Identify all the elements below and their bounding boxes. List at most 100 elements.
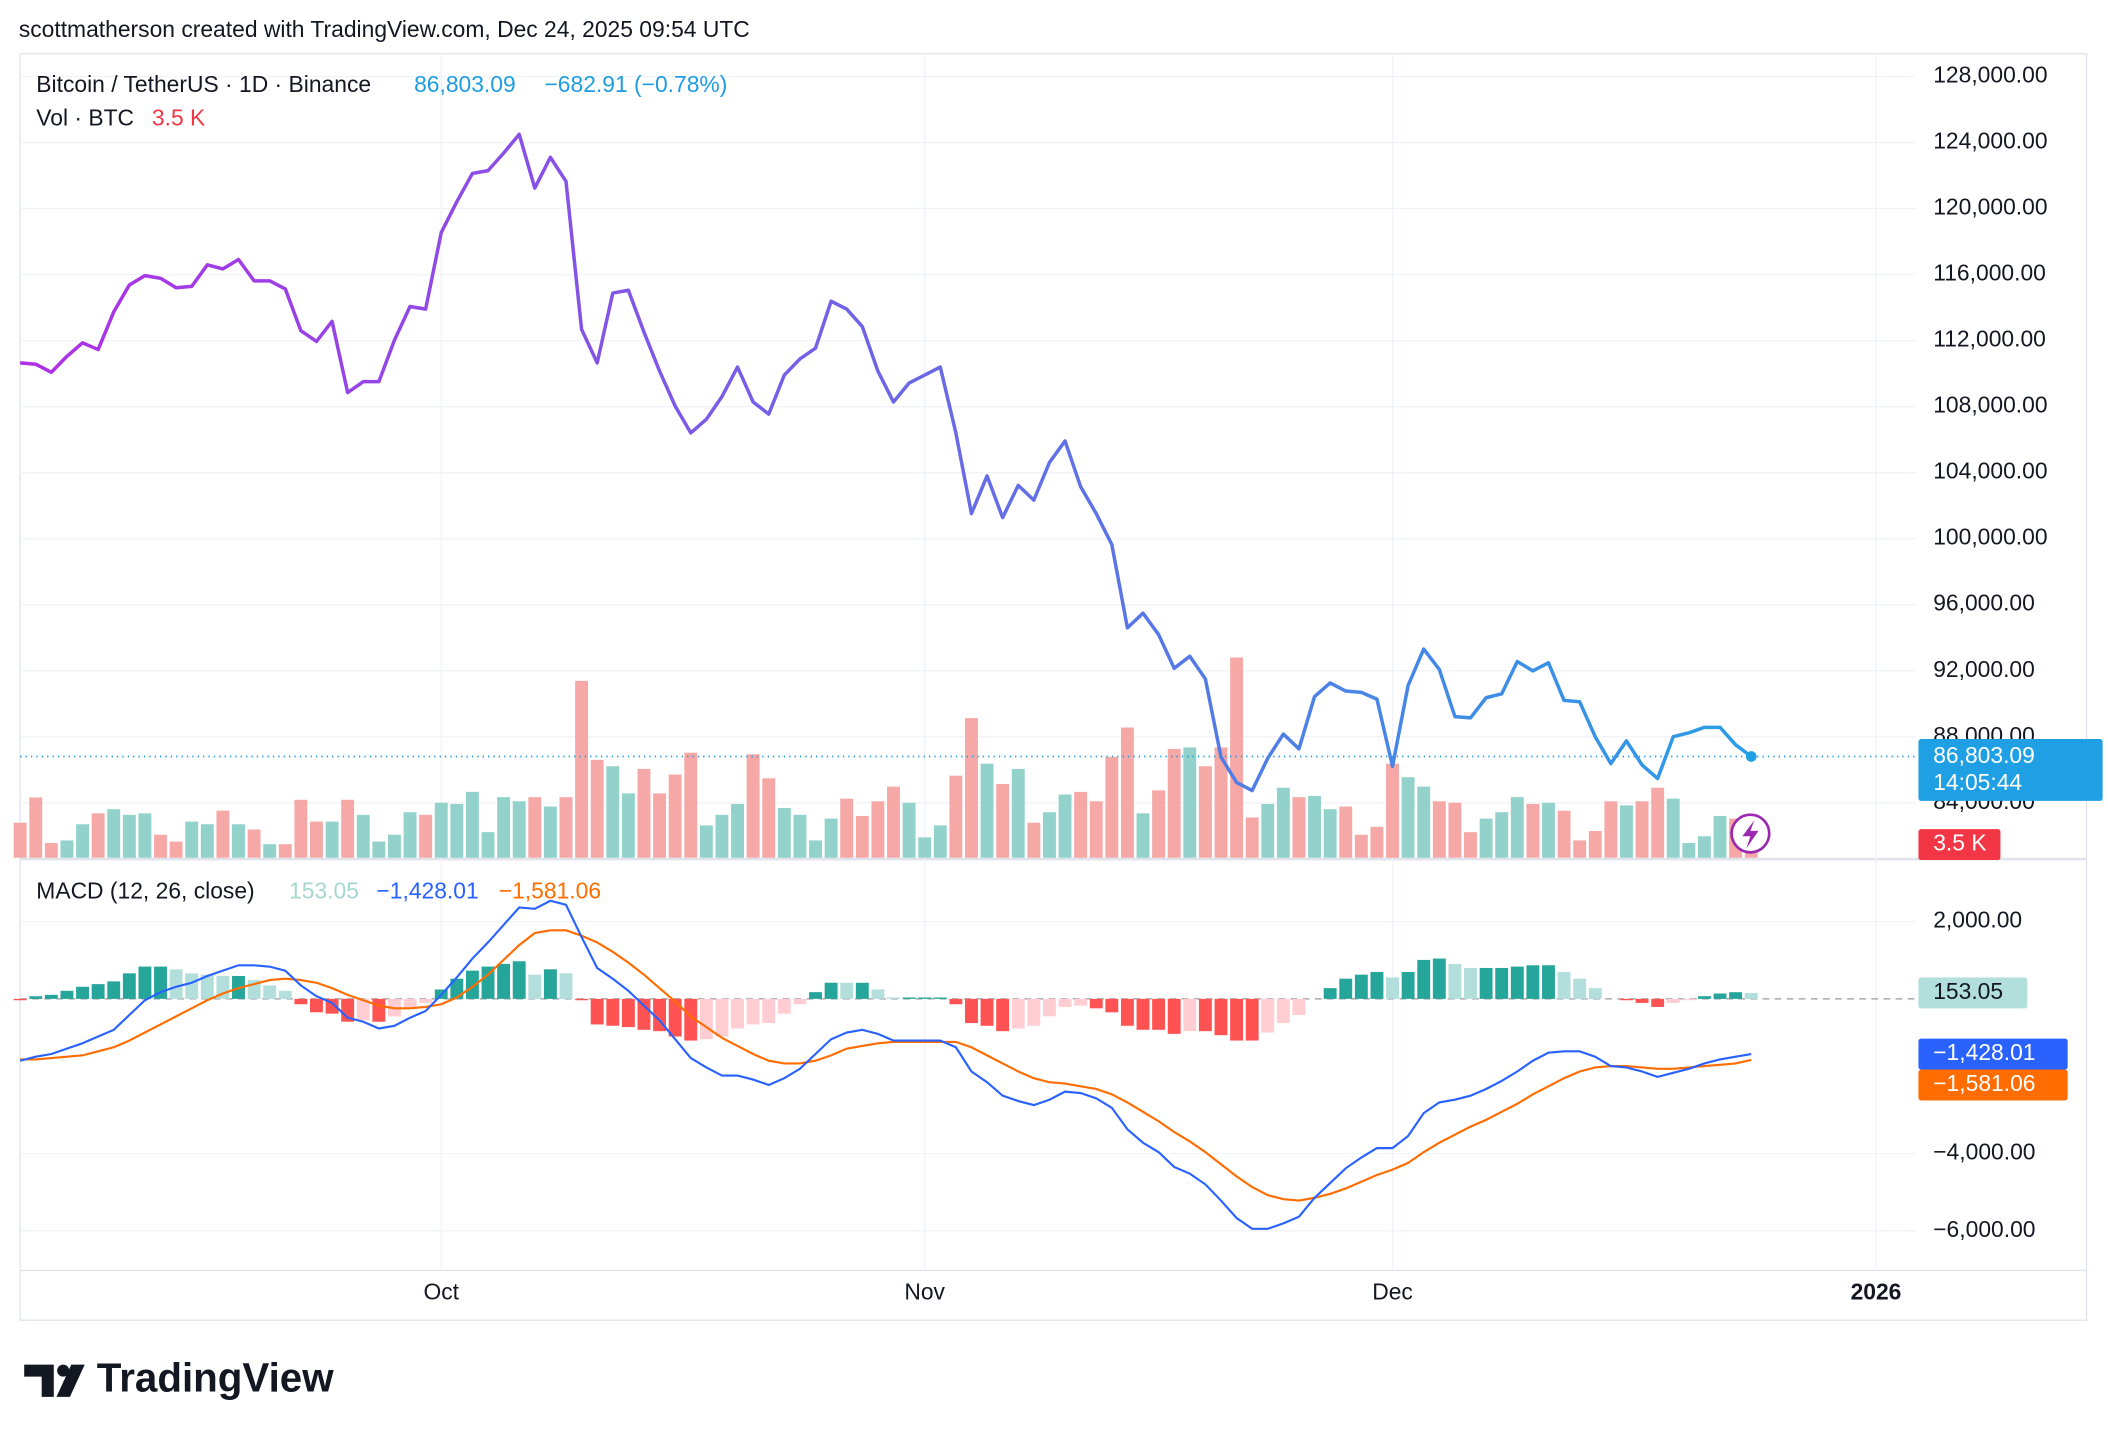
volume-bar (341, 799, 355, 858)
histogram-bar (403, 998, 417, 1009)
histogram-bar (559, 973, 573, 999)
volume-bar (200, 824, 214, 858)
volume-bar (965, 718, 978, 858)
volume-bar (1261, 803, 1275, 858)
histogram-bar (668, 998, 682, 1037)
macd-layer (13, 899, 1916, 1230)
histogram-bar (1198, 998, 1212, 1032)
volume-bar (1666, 798, 1680, 858)
volume-bar (1323, 809, 1337, 858)
volume-bar (44, 843, 58, 858)
x-tick-label: Oct (423, 1278, 459, 1304)
volume-bar (606, 766, 620, 858)
volume-bar (325, 821, 339, 858)
histogram-bar (512, 961, 526, 999)
volume-bar (372, 841, 386, 858)
price-layer (20, 132, 1916, 793)
volume-bar (1089, 801, 1103, 858)
histogram-bar (185, 973, 199, 999)
histogram-bar (809, 992, 822, 999)
histogram-bar (372, 998, 386, 1022)
histogram-bar (699, 998, 713, 1040)
histogram-bar (1230, 998, 1244, 1041)
volume-bar (1120, 727, 1134, 858)
histogram-bar (949, 998, 963, 1005)
histogram-bar (1744, 992, 1758, 999)
volume-bar (653, 793, 667, 858)
volume-bar (1308, 796, 1322, 858)
histogram-bar (684, 998, 698, 1041)
histogram-bar (1729, 992, 1743, 999)
histogram-bar (1666, 998, 1680, 1003)
histogram-bar (824, 982, 838, 999)
volume-bar (263, 844, 277, 858)
histogram-bar (419, 998, 433, 1003)
histogram-bar (933, 997, 947, 999)
histogram-bar (1479, 967, 1493, 999)
y-tick-label: 100,000.00 (1933, 524, 2047, 550)
volume-bar (746, 754, 760, 858)
volume-bar (1339, 806, 1353, 858)
volume-bar (809, 840, 822, 858)
histogram-bar (731, 998, 744, 1029)
volume-bar (793, 814, 807, 858)
histogram-bar (762, 998, 776, 1024)
volume-bar (1292, 797, 1306, 858)
volume-bar (637, 768, 651, 858)
price-line (20, 132, 1753, 793)
histogram-bar (138, 966, 152, 999)
volume-bar (1042, 812, 1056, 858)
volume-bar (185, 821, 199, 858)
volume-bar (1713, 815, 1727, 858)
histogram-bar (1276, 998, 1290, 1024)
volume-bar (762, 778, 776, 858)
volume-bar (403, 812, 417, 858)
histogram-bar (29, 996, 43, 999)
volume-bar (247, 829, 261, 858)
histogram-bar (590, 998, 604, 1025)
volume-bar (1354, 834, 1368, 858)
last-price-dot (1745, 751, 1757, 762)
volume-bar (138, 813, 152, 858)
volume-bar (387, 834, 401, 858)
histogram-badge-label: 153.05 (1933, 978, 2003, 1004)
volume-title: Vol · BTC (36, 105, 134, 131)
volume-bar (1526, 803, 1540, 858)
histogram-bar (310, 998, 323, 1013)
histogram-bar (965, 998, 978, 1024)
volume-bar (76, 824, 89, 858)
histogram-bar (263, 985, 277, 999)
histogram-bar (1183, 998, 1197, 1032)
macd-hist-value: 153.05 (289, 878, 359, 904)
volume-bar (294, 799, 308, 858)
volume-badge-label: 3.5 K (1933, 830, 1986, 856)
histogram-bar (1261, 998, 1275, 1033)
price-badge (1918, 739, 2103, 801)
histogram-bar (169, 969, 183, 999)
volume-bar (107, 809, 121, 858)
histogram-bar (1417, 959, 1431, 999)
volume-bar (731, 803, 744, 858)
volume-bar (1245, 817, 1259, 858)
histogram-bar (481, 966, 495, 999)
histogram-bar (1152, 998, 1166, 1030)
volume-bar (824, 818, 838, 858)
macd-badge (1918, 1038, 2068, 1070)
histogram-bar (621, 998, 635, 1028)
volume-bar (1230, 657, 1244, 858)
volume-bar (1105, 756, 1119, 858)
last-price: 86,803.09 (414, 71, 516, 97)
macd-badge-label: −1,428.01 (1933, 1039, 2035, 1065)
macd-signal-value: −1,581.06 (499, 878, 601, 904)
histogram-bar (1386, 977, 1399, 999)
histogram-bar (887, 997, 900, 999)
volume-bar (699, 825, 713, 858)
histogram-bar (13, 998, 27, 1001)
volume-bar (887, 786, 900, 858)
volume-bar (232, 824, 245, 858)
volume-bar (559, 797, 573, 858)
histogram-bar (1214, 998, 1228, 1036)
y-tick-label: 92,000.00 (1933, 656, 2035, 682)
volume-bar (1510, 797, 1524, 858)
volume-bar (154, 834, 167, 858)
